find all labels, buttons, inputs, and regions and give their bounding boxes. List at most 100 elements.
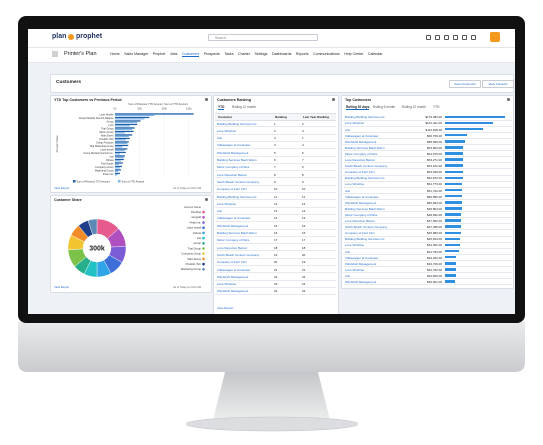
customer-link[interactable]: Windshell Management [345,261,377,266]
customer-link[interactable]: Volkswagen at Crestview [217,143,251,148]
customer-link[interactable]: Volkswagen at Crestview [217,267,251,272]
customer-link[interactable]: Lone Windrise [345,267,365,272]
customer-link[interactable]: Lone Windrise [345,243,365,248]
nav-item[interactable]: Help Center [344,52,364,56]
bar [115,139,126,141]
customer-link[interactable]: Ival [345,188,350,193]
nav-item[interactable]: Customers [181,52,200,57]
customer-link[interactable]: South Beach Centers Company [345,225,388,230]
header-icon[interactable] [462,35,467,40]
tab[interactable]: YTD [433,105,440,109]
customer-link[interactable]: Ival [345,127,350,132]
footer-link[interactable]: View Report [217,306,234,310]
nav-item[interactable]: Settings [254,52,268,56]
header-button[interactable]: View Contacts [482,80,514,88]
panel: YTD Top Customers vs Previous Period Sum … [50,95,212,193]
nav-item[interactable]: Tasks [224,52,234,56]
header-icon[interactable] [426,35,431,40]
customer-link[interactable]: Motor Company of Paris [217,238,250,243]
customer-link[interactable]: Motor Company of Paris [345,151,378,156]
customer-link[interactable]: Company of Ferri Firm [217,187,248,192]
customer-link[interactable]: Building Building Services Inc. [345,115,386,120]
nav-item[interactable]: Prospects [203,52,220,56]
user-avatar[interactable] [490,32,500,42]
customer-link[interactable]: Ival [345,249,350,254]
info-icon[interactable] [507,98,510,101]
customer-link[interactable]: Motor Company of Paris [217,165,250,170]
bar [115,146,123,148]
tab[interactable]: Rolling 12 month [402,105,426,109]
nav-item[interactable]: Jobs [169,52,178,56]
customer-link[interactable]: Windshell Management [217,150,249,155]
customer-link[interactable]: Company of Ferri Firm [345,170,376,175]
customer-link[interactable]: Building Services Bauft Warm [345,145,385,150]
amount: $54,676.00 [426,151,442,156]
customer-link[interactable]: Volkswagen at Crestview [345,133,379,138]
nav-item[interactable]: Dashboards [271,52,292,56]
bar [115,148,128,150]
header-icon[interactable] [453,35,458,40]
customer-link[interactable]: Volkswagen at Crestview [217,216,251,221]
nav-item[interactable]: Charter [238,52,250,56]
customer-link[interactable]: Building Building Services Inc. [217,194,258,199]
customer-link[interactable]: South Beach Centers Company [217,252,260,257]
nav-item[interactable]: Home [110,52,120,56]
rank-cell: 17 [274,238,278,243]
customer-link[interactable]: Windshell Management [345,200,377,205]
customer-link[interactable]: Lone Windrise [345,121,365,126]
customer-link[interactable]: Ival [217,209,222,214]
app-launcher[interactable] [52,51,58,57]
customer-link[interactable]: Building Building Services Inc. [345,237,386,242]
legend-swatch [202,262,205,266]
tab[interactable]: Rolling 12 month [232,105,256,109]
header-icon[interactable] [471,35,476,40]
customer-link[interactable]: Windshell Management [217,289,249,294]
header-icon[interactable] [435,35,440,40]
customer-link[interactable]: Building Building Services Inc. [217,121,258,126]
tab[interactable]: Rolling 30 days [346,105,370,110]
customer-link[interactable]: Windshell Management [217,274,249,279]
nav-item[interactable]: Reports [295,52,309,56]
customer-link[interactable]: Windshell Management [345,139,377,144]
customer-link[interactable]: Company of Ferri Firm [345,231,376,236]
y-tick-label: Lynx [108,124,114,127]
customer-link[interactable]: Lone Detection Barrier [345,219,376,223]
customer-link[interactable]: Ival [345,273,350,278]
info-icon[interactable] [332,98,335,101]
info-icon[interactable] [205,98,208,101]
customer-link[interactable]: Lone Detection Barrier [217,245,248,250]
customer-link[interactable]: Building Services Bauft Warm [217,231,257,235]
rank-cell: 14 [302,209,306,214]
customer-link[interactable]: Building Services Bauft Warm [217,158,257,162]
customer-link[interactable]: Volkswagen at Crestview [345,194,379,199]
customer-link[interactable]: South Beach Centers Company [217,179,260,184]
legend-swatch [202,210,205,214]
customer-link[interactable]: Company of Ferri Firm [217,260,248,265]
bar [115,120,141,122]
customer-link[interactable]: Lone Windrise [345,182,365,187]
info-icon[interactable] [205,198,208,201]
nav-item[interactable]: Prophet [152,52,166,56]
header-button[interactable]: View Customers [449,80,481,88]
customer-link[interactable]: Lone Detection Barrier [345,158,376,162]
nav-item[interactable]: Calendar [367,52,383,56]
customer-link[interactable]: Lone Detection Barrier [217,172,248,177]
customer-link[interactable]: Windshell Management [217,223,249,228]
search-box[interactable]: Search... [208,34,318,41]
customer-link[interactable]: Building Building Services Inc. [345,176,386,181]
nav-item[interactable]: Sales Manager [124,52,149,56]
customer-link[interactable]: Ival [217,136,222,141]
customer-link[interactable]: Windshell Management [345,280,377,284]
nav-item[interactable]: Communications [312,52,340,56]
customer-link[interactable]: Building Services Bauft Warm [345,206,385,211]
customer-link[interactable]: Lone Windrise [217,201,237,206]
customer-link[interactable]: Lone Windrise [217,282,237,287]
customer-link[interactable]: Lone Windrise [217,128,237,133]
customer-link[interactable]: Motor Company of Paris [345,212,378,217]
tab[interactable]: YTD [218,105,225,110]
header-icon[interactable] [444,35,449,40]
customer-link[interactable]: Volkswagen at Crestview [345,255,379,260]
customer-link[interactable]: South Beach Centers Company [345,164,388,169]
tab[interactable]: Rolling 6 month [373,105,396,109]
panel: Top Customers Rolling 30 days Rolling 6 mo… [341,95,514,289]
